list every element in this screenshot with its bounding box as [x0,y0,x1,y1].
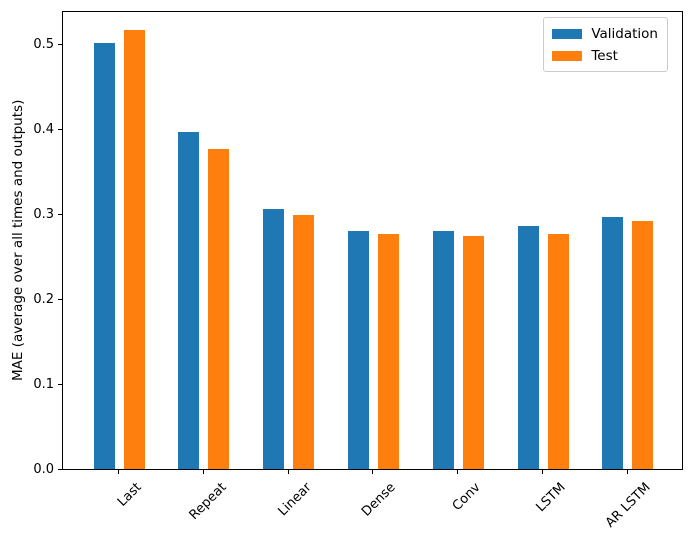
bar-test-lstm [548,234,569,469]
y-tick-label: 0.5 [33,37,54,52]
x-tick-label: Dense [359,480,399,520]
x-tick [542,470,543,474]
x-tick-label: Repeat [186,480,230,523]
plot-area [62,11,683,470]
y-tick-label: 0.4 [33,122,54,137]
bar-test-conv [463,236,484,469]
bar-test-last [124,30,145,469]
bar-validation-dense [348,231,369,469]
y-tick [58,384,62,385]
x-tick [372,470,374,474]
x-tick-label: LSTM [533,480,569,516]
bar-validation-conv [433,231,454,469]
x-tick-label: Last [114,480,145,510]
bar-validation-repeat [178,132,199,469]
bar-test-ar-lstm [632,221,653,469]
y-tick [58,44,62,45]
bar-validation-last [94,43,115,469]
legend-swatch [552,50,583,61]
legend-label: Test [591,47,618,64]
y-tick [58,129,62,130]
x-tick [287,470,289,474]
y-axis-label: MAE (average over all times and outputs) [10,99,26,382]
legend: Validation Test [543,17,668,72]
x-tick [202,470,204,474]
x-tick-label: Linear [275,480,315,520]
y-tick [58,469,62,470]
y-tick-label: 0.1 [33,377,54,392]
legend-label: Validation [591,25,658,42]
y-tick-label: 0.3 [33,207,54,222]
bar-validation-linear [263,209,284,469]
legend-item: Test [552,46,658,65]
bar-validation-ar-lstm [602,217,623,469]
bar-validation-lstm [518,226,539,469]
legend-item: Validation [552,24,658,43]
x-tick-label: Conv [449,480,484,514]
x-tick-label: AR LSTM [602,480,654,531]
y-tick [58,214,62,215]
y-tick-label: 0.2 [33,292,54,307]
bar-test-linear [293,215,314,469]
legend-swatch [552,28,583,39]
bar-test-repeat [208,149,229,469]
x-tick [457,470,459,474]
bar-test-dense [378,234,399,469]
y-tick-label: 0.0 [33,462,54,477]
x-tick [118,470,119,474]
x-tick [626,470,628,474]
y-tick [58,299,62,300]
